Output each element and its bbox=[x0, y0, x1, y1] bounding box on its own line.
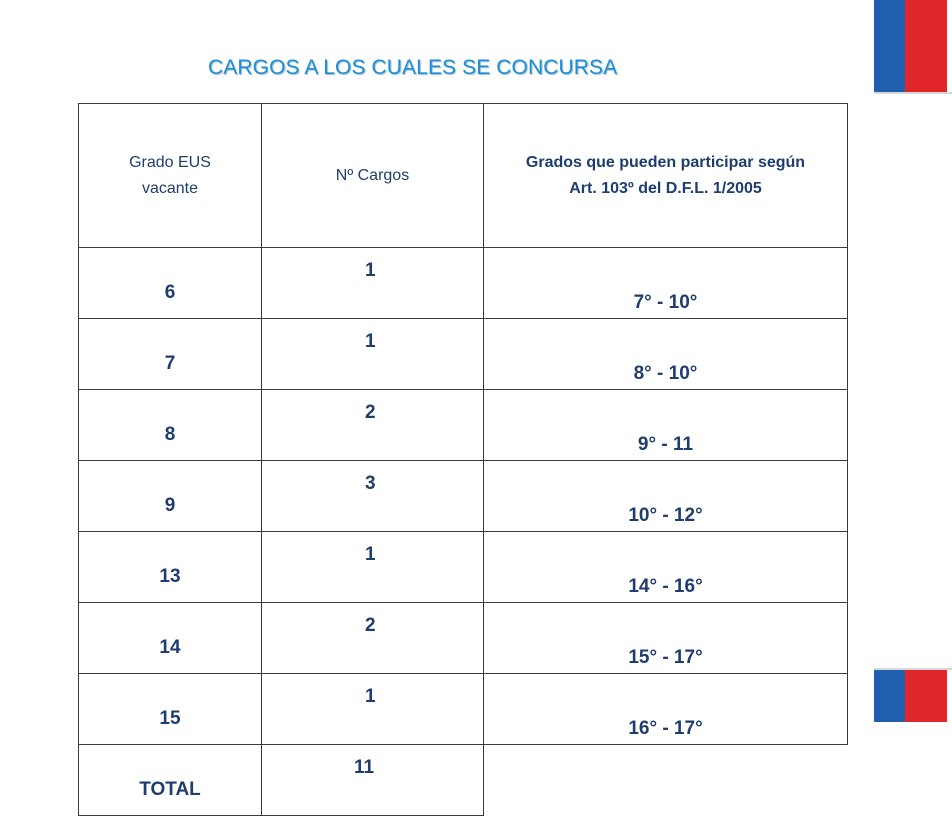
header-grado: Grado EUS vacante bbox=[78, 103, 262, 248]
cell-participan: 10° - 12° bbox=[483, 460, 848, 532]
table-row: 15 1 16° - 17° bbox=[78, 673, 848, 745]
cell-cargos: 1 bbox=[261, 673, 484, 745]
cargos-table: Grado EUS vacante Nº Cargos Grados que pu… bbox=[78, 103, 848, 816]
table-row: 6 1 7° - 10° bbox=[78, 247, 848, 319]
cell-participan: 15° - 17° bbox=[483, 602, 848, 674]
table-row: 9 3 10° - 12° bbox=[78, 460, 848, 532]
cell-participan: 9° - 11 bbox=[483, 389, 848, 461]
cell-participan: 16° - 17° bbox=[483, 673, 848, 745]
table-row: 8 2 9° - 11 bbox=[78, 389, 848, 461]
total-label: TOTAL bbox=[78, 744, 262, 816]
header-cargos: Nº Cargos bbox=[261, 103, 484, 248]
cell-grado: 8 bbox=[78, 389, 262, 461]
cell-grado: 15 bbox=[78, 673, 262, 745]
cell-cargos: 1 bbox=[261, 318, 484, 390]
cell-cargos: 1 bbox=[261, 247, 484, 319]
table-row: 13 1 14° - 16° bbox=[78, 531, 848, 603]
table-row: 14 2 15° - 17° bbox=[78, 602, 848, 674]
cell-grado: 9 bbox=[78, 460, 262, 532]
cell-cargos: 3 bbox=[261, 460, 484, 532]
cell-participan: 14° - 16° bbox=[483, 531, 848, 603]
table-row: 7 1 8° - 10° bbox=[78, 318, 848, 390]
cell-grado: 13 bbox=[78, 531, 262, 603]
total-empty-cell bbox=[484, 745, 848, 816]
table-header-row: Grado EUS vacante Nº Cargos Grados que pu… bbox=[78, 103, 848, 248]
cell-grado: 14 bbox=[78, 602, 262, 674]
header-participan: Grados que pueden participar según Art. 1… bbox=[483, 103, 848, 248]
page-title: CARGOS A LOS CUALES SE CONCURSA bbox=[208, 56, 618, 79]
cell-participan: 8° - 10° bbox=[483, 318, 848, 390]
flag-logo-bottom bbox=[874, 668, 952, 722]
cell-grado: 7 bbox=[78, 318, 262, 390]
total-cargos: 11 bbox=[261, 744, 484, 816]
cell-cargos: 1 bbox=[261, 531, 484, 603]
flag-logo-top bbox=[874, 0, 952, 94]
cell-participan: 7° - 10° bbox=[483, 247, 848, 319]
cell-grado: 6 bbox=[78, 247, 262, 319]
cell-cargos: 2 bbox=[261, 389, 484, 461]
cell-cargos: 2 bbox=[261, 602, 484, 674]
total-row: TOTAL 11 bbox=[78, 744, 848, 816]
